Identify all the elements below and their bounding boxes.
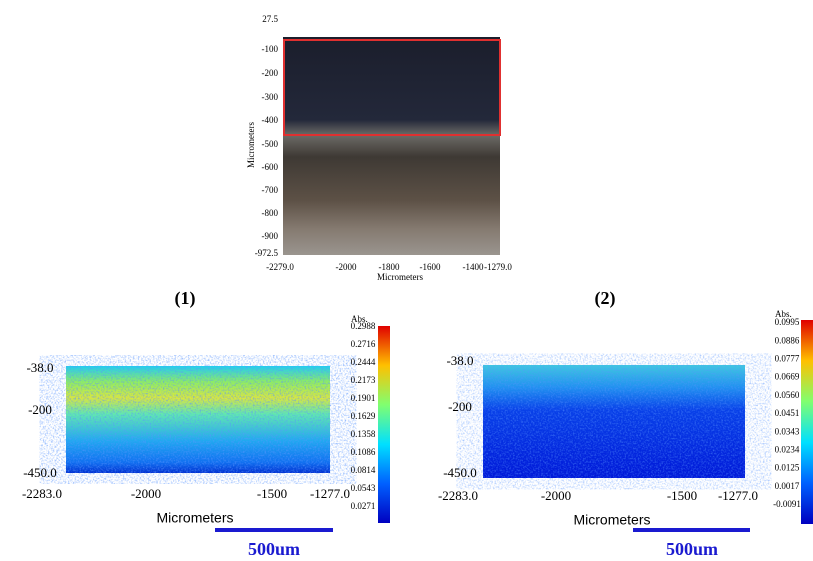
colorbar-title: Abs. bbox=[775, 309, 792, 319]
x-axis-label: Micrometers bbox=[377, 272, 423, 282]
colorbar-title: Abs. bbox=[351, 314, 368, 324]
colorbar bbox=[378, 326, 390, 523]
x-tick-label: -1600 bbox=[420, 262, 441, 272]
y-tick-label: -400 bbox=[262, 115, 279, 125]
y-tick-label: -38.0 bbox=[26, 360, 53, 375]
y-tick-label: -800 bbox=[262, 208, 279, 218]
colorbar-tick-label: -0.0091 bbox=[773, 499, 801, 509]
x-tick-label: -1500 bbox=[257, 486, 287, 501]
x-tick-label: -1500 bbox=[667, 488, 697, 503]
scale-bar bbox=[633, 528, 750, 532]
colorbar-tick-label: 0.2716 bbox=[351, 339, 376, 349]
colorbar bbox=[801, 320, 813, 524]
y-tick-label: -38.0 bbox=[446, 353, 473, 368]
colorbar-tick-label: 0.1901 bbox=[351, 393, 376, 403]
x-tick-label: -1800 bbox=[379, 262, 400, 272]
y-tick-label: -200 bbox=[28, 402, 52, 417]
colorbar-tick-label: 0.1629 bbox=[351, 411, 376, 421]
colorbar-tick-label: 0.0451 bbox=[775, 408, 800, 418]
colorbar-tick-label: 0.0017 bbox=[775, 481, 800, 491]
y-tick-label: -200 bbox=[262, 68, 279, 78]
x-tick-label: -2283.0 bbox=[22, 486, 62, 501]
colorbar-tick-label: 0.0271 bbox=[351, 501, 376, 511]
x-axis-label: Micrometers bbox=[156, 510, 233, 526]
colorbar-tick-label: 0.1358 bbox=[351, 429, 376, 439]
y-tick-label: -972.5 bbox=[255, 248, 279, 258]
y-tick-label: -600 bbox=[262, 162, 279, 172]
x-tick-label: -2000 bbox=[336, 262, 357, 272]
colorbar-tick-label: 0.0560 bbox=[775, 390, 800, 400]
x-tick-label: -2000 bbox=[541, 488, 571, 503]
map-texture bbox=[66, 366, 330, 473]
x-tick-label: -2279.0 bbox=[266, 262, 294, 272]
x-tick-label: -2283.0 bbox=[438, 488, 478, 503]
y-tick-label: -500 bbox=[262, 139, 279, 149]
y-tick-label: 27.5 bbox=[262, 14, 278, 24]
x-tick-label: -1400 bbox=[463, 262, 484, 272]
scale-bar-label: 500um bbox=[248, 539, 300, 559]
x-axis-label: Micrometers bbox=[573, 512, 650, 528]
y-tick-label: -450.0 bbox=[23, 465, 57, 480]
x-tick-label: -1279.0 bbox=[484, 262, 512, 272]
y-axis-label: Micrometers bbox=[246, 122, 256, 168]
y-tick-label: -200 bbox=[448, 399, 472, 414]
x-tick-label: -1277.0 bbox=[718, 488, 758, 503]
colorbar-tick-label: 0.2988 bbox=[351, 321, 376, 331]
micrograph bbox=[283, 37, 500, 255]
colorbar-tick-label: 0.0886 bbox=[775, 335, 800, 345]
map-texture bbox=[483, 365, 745, 478]
panel-label: (1) bbox=[175, 288, 196, 309]
y-tick-label: -700 bbox=[262, 185, 279, 195]
colorbar-tick-label: 0.0234 bbox=[775, 444, 800, 454]
colorbar-tick-label: 0.0343 bbox=[775, 426, 800, 436]
colorbar-tick-label: 0.1086 bbox=[351, 447, 376, 457]
colorbar-tick-label: 0.0543 bbox=[351, 483, 376, 493]
colorbar-tick-label: 0.0995 bbox=[775, 317, 800, 327]
colorbar-tick-label: 0.2444 bbox=[351, 357, 376, 367]
colorbar-tick-label: 0.0669 bbox=[775, 372, 800, 382]
selection-box bbox=[283, 39, 501, 136]
colorbar-tick-label: 0.2173 bbox=[351, 375, 376, 385]
x-tick-label: -2000 bbox=[131, 486, 161, 501]
x-tick-label: -1277.0 bbox=[310, 486, 350, 501]
colorbar-tick-label: 0.0125 bbox=[775, 463, 800, 473]
y-tick-label: -450.0 bbox=[443, 465, 477, 480]
y-tick-label: -900 bbox=[262, 231, 279, 241]
scale-bar-label: 500um bbox=[666, 539, 718, 559]
colorbar-tick-label: 0.0814 bbox=[351, 465, 376, 475]
panel-label: (2) bbox=[595, 288, 616, 309]
scale-bar bbox=[215, 528, 333, 532]
y-tick-label: -100 bbox=[262, 44, 279, 54]
y-tick-label: -300 bbox=[262, 92, 279, 102]
colorbar-tick-label: 0.0777 bbox=[775, 353, 800, 363]
